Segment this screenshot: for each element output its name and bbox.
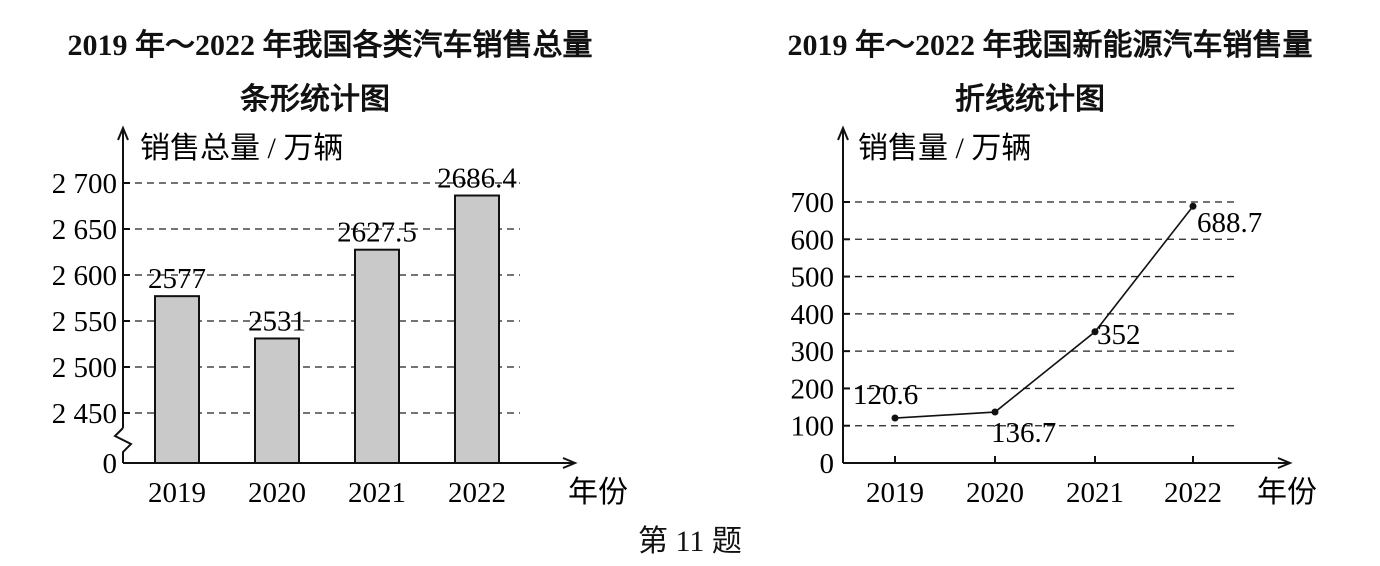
bar-y-tick-label: 2 450: [52, 398, 117, 430]
line-data-label: 120.6: [853, 379, 918, 411]
bar-x-tick-label: 2019: [148, 477, 206, 509]
bar-x-axis-label: 年份: [568, 476, 628, 509]
bar-axis-break: [113, 427, 133, 463]
bar-y-tick-label: 2 600: [52, 260, 117, 292]
line-y-tick-label: 100: [791, 411, 835, 443]
line-series-path: [894, 205, 1194, 419]
line-data-point: [1091, 328, 1099, 336]
line-data-label: 352: [1097, 319, 1141, 351]
line-y-tick-label: 400: [791, 299, 835, 331]
bar-y-tick-label: 2 550: [52, 306, 117, 338]
line-y-tick-label: 0: [820, 448, 835, 480]
bar-y-tick-label: 2 500: [52, 352, 117, 384]
bar: [254, 337, 300, 465]
line-y-tick-label: 200: [791, 373, 835, 405]
bar-y-tick-label: 2 700: [52, 168, 117, 200]
bar: [454, 194, 500, 464]
line-data-label: 136.7: [991, 417, 1056, 449]
bar: [354, 248, 400, 464]
bar-y-axis-label: 销售总量 / 万辆: [140, 132, 343, 165]
line-x-tick-label: 2021: [1066, 477, 1124, 509]
bar-y-axis-arrow: [117, 125, 129, 141]
line-data-label: 688.7: [1197, 207, 1262, 239]
bar: [154, 295, 200, 464]
line-chart-subtitle: 折线统计图: [955, 83, 1105, 116]
line-x-axis-label: 年份: [1257, 476, 1317, 509]
line-y-tick-label: 300: [791, 336, 835, 368]
problem-caption: 第 11 题: [638, 525, 742, 558]
bar-x-tick-label: 2020: [248, 477, 306, 509]
bar-data-label: 2577: [148, 263, 206, 295]
bar-x-tick-label: 2021: [348, 477, 406, 509]
line-x-tick-label: 2020: [966, 477, 1024, 509]
bar-x-axis-arrow: [562, 457, 578, 469]
line-y-tick-label: 600: [791, 224, 835, 256]
bar-data-label: 2627.5: [337, 217, 417, 249]
bar-data-label: 2686.4: [437, 163, 517, 195]
line-y-tick-label: 500: [791, 262, 835, 294]
bar-origin-label: 0: [103, 448, 118, 480]
line-data-point: [1189, 202, 1197, 210]
line-x-tick-label: 2022: [1164, 477, 1222, 509]
line-y-axis-label: 销售量 / 万辆: [858, 132, 1031, 165]
line-data-point: [991, 408, 999, 416]
line-x-tick-label: 2019: [866, 477, 924, 509]
bar-x-tick-label: 2022: [448, 477, 506, 509]
bar-y-tick-label: 2 650: [52, 214, 117, 246]
line-data-point: [891, 414, 899, 422]
line-y-tick-label: 700: [791, 187, 835, 219]
line-x-axis-arrow: [1277, 457, 1293, 469]
bar-chart-subtitle: 条形统计图: [240, 83, 390, 116]
line-chart-title: 2019 年～2022 年我国新能源汽车销售量: [787, 29, 1313, 62]
line-y-axis-arrow: [837, 125, 849, 141]
bar-chart-title: 2019 年～2022 年我国各类汽车销售总量: [67, 29, 593, 62]
bar-data-label: 2531: [248, 305, 306, 337]
